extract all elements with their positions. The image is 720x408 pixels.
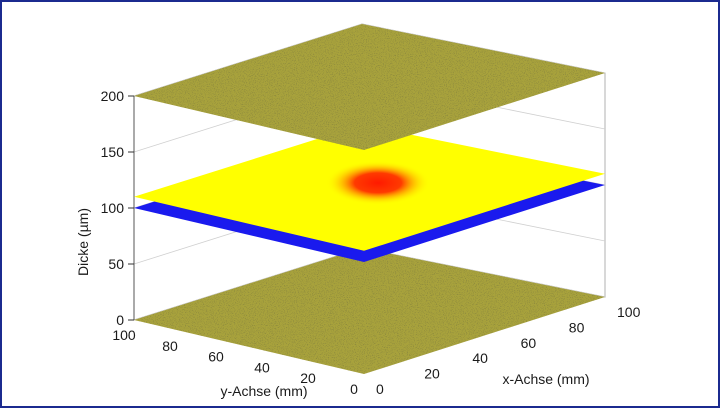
surface-z-110 xyxy=(134,124,605,251)
surface-texture xyxy=(134,248,605,374)
surface-z-0 xyxy=(134,248,605,374)
z-tick-label: 100 xyxy=(101,200,125,216)
hotspot xyxy=(325,160,430,205)
x-axis-label: x-Achse (mm) xyxy=(502,371,589,387)
z-axis-label: Dicke (µm) xyxy=(75,208,91,276)
y-tick-label: 20 xyxy=(300,370,316,386)
z-axis-ticks: 0 50 100 150 200 xyxy=(101,88,134,328)
y-tick-label: 60 xyxy=(208,349,224,365)
x-tick-label: 40 xyxy=(472,350,488,366)
x-tick-label: 100 xyxy=(617,304,641,320)
y-tick-label: 100 xyxy=(112,327,136,343)
y-tick-label: 40 xyxy=(254,359,270,375)
x-axis-ticks: 0 20 40 60 80 100 xyxy=(376,304,641,397)
surfaces-group xyxy=(134,24,605,374)
y-axis-ticks: 0 20 40 60 80 100 xyxy=(112,327,358,397)
surface-texture xyxy=(134,24,605,150)
z-tick-label: 0 xyxy=(116,312,124,328)
z-tick-label: 50 xyxy=(108,256,124,272)
z-tick-label: 200 xyxy=(101,88,125,104)
x-tick-label: 80 xyxy=(569,319,585,335)
x-tick-label: 0 xyxy=(376,381,384,397)
y-tick-label: 80 xyxy=(162,338,178,354)
x-tick-label: 20 xyxy=(424,366,440,382)
z-tick-label: 150 xyxy=(101,144,125,160)
surface-z-200 xyxy=(134,24,605,150)
x-tick-label: 60 xyxy=(521,335,537,351)
y-axis-label: y-Achse (mm) xyxy=(220,383,307,399)
y-tick-label: 0 xyxy=(350,381,358,397)
